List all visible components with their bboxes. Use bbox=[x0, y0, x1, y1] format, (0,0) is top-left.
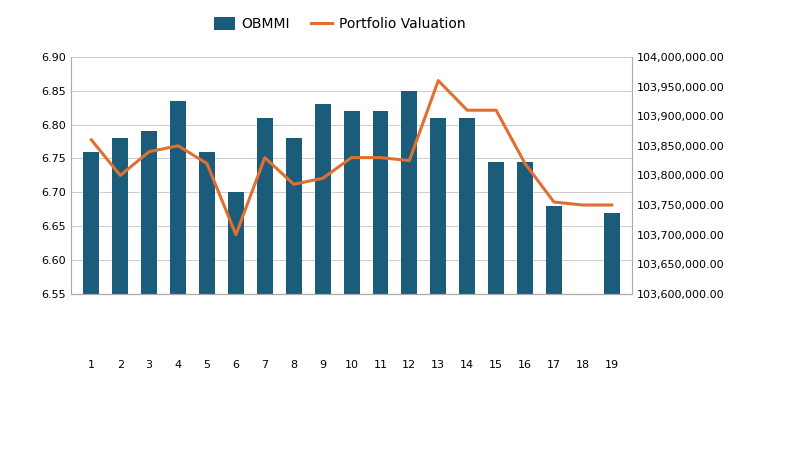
Bar bbox=[170, 101, 186, 474]
Text: 9: 9 bbox=[319, 360, 326, 370]
Portfolio Valuation bbox=[260, 155, 269, 160]
Text: 15: 15 bbox=[489, 360, 503, 370]
Portfolio Valuation bbox=[115, 173, 125, 178]
Bar bbox=[314, 104, 330, 474]
Bar bbox=[401, 91, 417, 474]
Bar bbox=[488, 162, 504, 474]
Text: 18: 18 bbox=[576, 360, 590, 370]
Bar bbox=[604, 213, 619, 474]
Bar bbox=[344, 111, 359, 474]
Bar bbox=[286, 138, 302, 474]
Portfolio Valuation bbox=[231, 232, 241, 237]
Text: 1: 1 bbox=[88, 360, 95, 370]
Portfolio Valuation bbox=[347, 155, 356, 160]
Bar bbox=[459, 118, 475, 474]
Text: 5: 5 bbox=[204, 360, 210, 370]
Portfolio Valuation bbox=[607, 202, 616, 208]
Bar bbox=[546, 206, 562, 474]
Portfolio Valuation bbox=[578, 202, 588, 208]
Text: 2: 2 bbox=[117, 360, 124, 370]
Portfolio Valuation bbox=[491, 107, 501, 113]
Portfolio Valuation bbox=[549, 199, 559, 205]
Bar bbox=[228, 192, 244, 474]
Portfolio Valuation bbox=[462, 107, 472, 113]
Bar bbox=[112, 138, 128, 474]
Portfolio Valuation bbox=[376, 155, 386, 160]
Bar bbox=[517, 162, 533, 474]
Bar bbox=[373, 111, 389, 474]
Text: 19: 19 bbox=[604, 360, 619, 370]
Bar bbox=[431, 118, 446, 474]
Bar bbox=[84, 152, 100, 474]
Portfolio Valuation bbox=[202, 161, 212, 166]
Text: 11: 11 bbox=[374, 360, 387, 370]
Text: 16: 16 bbox=[518, 360, 532, 370]
Line: Portfolio Valuation: Portfolio Valuation bbox=[92, 81, 611, 235]
Bar bbox=[257, 118, 273, 474]
Portfolio Valuation bbox=[289, 182, 299, 187]
Text: 3: 3 bbox=[145, 360, 152, 370]
Text: 8: 8 bbox=[290, 360, 297, 370]
Portfolio Valuation bbox=[87, 137, 96, 143]
Text: 7: 7 bbox=[261, 360, 269, 370]
Portfolio Valuation bbox=[173, 143, 182, 148]
Portfolio Valuation bbox=[404, 158, 414, 164]
Bar bbox=[141, 131, 157, 474]
Text: 14: 14 bbox=[460, 360, 474, 370]
Portfolio Valuation bbox=[521, 161, 530, 166]
Legend: OBMMI, Portfolio Valuation: OBMMI, Portfolio Valuation bbox=[209, 12, 471, 37]
Portfolio Valuation bbox=[145, 149, 154, 155]
Text: 10: 10 bbox=[344, 360, 359, 370]
Text: 12: 12 bbox=[402, 360, 416, 370]
Text: 4: 4 bbox=[175, 360, 182, 370]
Portfolio Valuation bbox=[434, 78, 443, 83]
Text: 13: 13 bbox=[431, 360, 446, 370]
Bar bbox=[575, 294, 591, 474]
Text: 17: 17 bbox=[547, 360, 561, 370]
Portfolio Valuation bbox=[318, 175, 327, 181]
Bar bbox=[199, 152, 215, 474]
Text: 6: 6 bbox=[232, 360, 239, 370]
